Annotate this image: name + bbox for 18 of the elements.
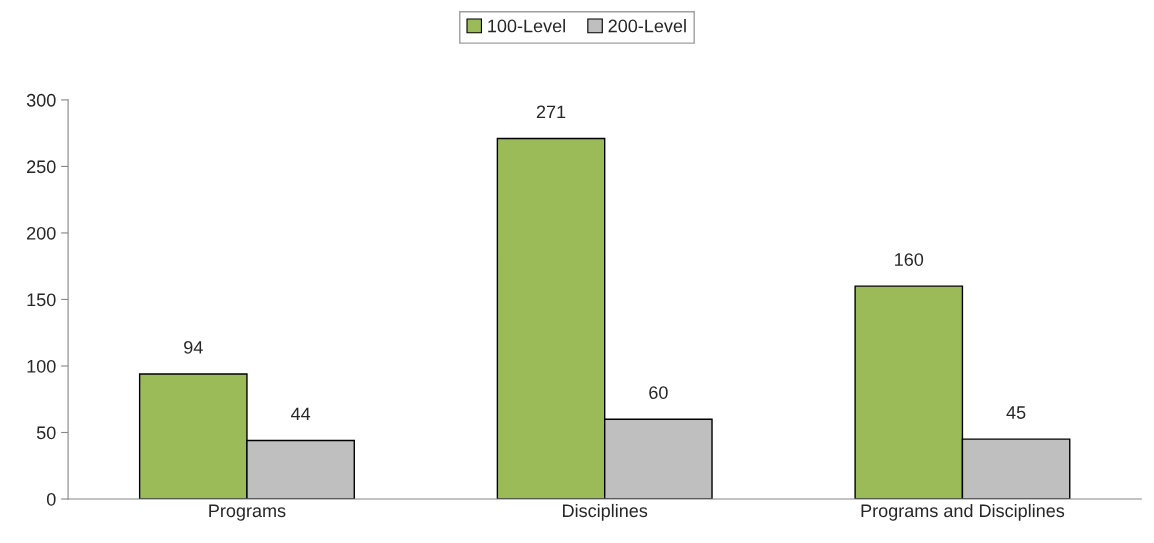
x-tick-label: Programs (209, 504, 286, 521)
data-label: 160 (895, 253, 924, 266)
data-label: 45 (1006, 406, 1026, 419)
data-label: 44 (290, 407, 311, 421)
y-tick-label: 150 (27, 293, 56, 307)
legend-label: 100-Level (488, 19, 565, 33)
data-label: 94 (184, 340, 203, 354)
y-tick-label: 200 (27, 226, 56, 240)
y-tick-label: 50 (36, 426, 56, 440)
x-tick-label: Disciplines (563, 503, 648, 521)
data-label: 271 (536, 105, 566, 119)
x-tick-label: Programs and Disciplines (861, 503, 1065, 521)
y-tick-label: 0 (46, 492, 56, 506)
legend-label: 200-Level (608, 19, 686, 33)
data-label: 60 (649, 386, 668, 399)
y-tick-label: 250 (27, 160, 56, 174)
y-tick-label: 100 (27, 359, 56, 373)
y-tick-label: 300 (26, 93, 56, 107)
